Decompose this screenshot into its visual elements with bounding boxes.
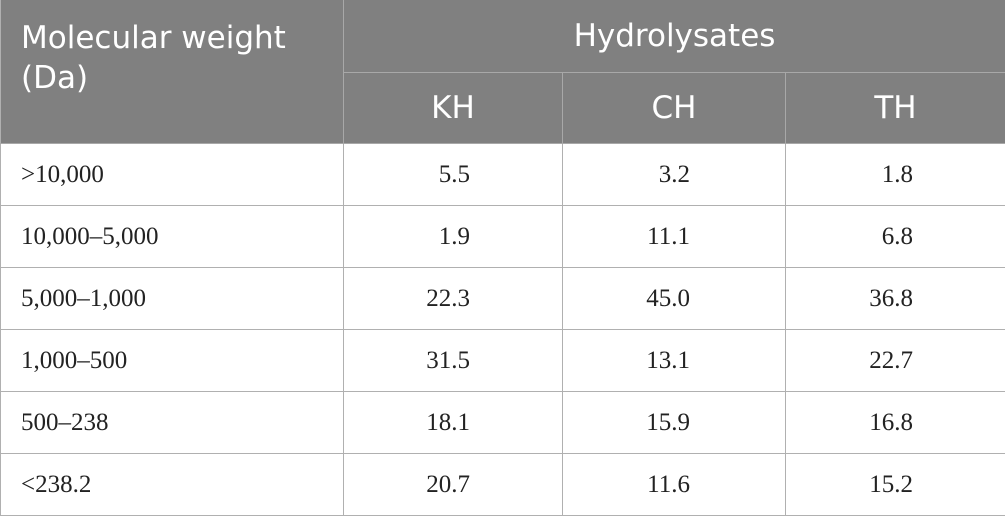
table-body: >10,000 5.5 3.2 1.8 10,000–5,000 1.9 11.1 6.8 5,… — [0, 143, 1005, 516]
cell: 18.1 — [343, 391, 563, 454]
table-row: >10,000 5.5 3.2 1.8 — [0, 143, 1005, 206]
table-row: 10,000–5,000 1.9 11.1 6.8 — [0, 205, 1005, 268]
cell: 11.1 — [562, 205, 786, 268]
cell: 15.2 — [784, 453, 1005, 516]
row-label: 10,000–5,000 — [0, 205, 344, 268]
cell: 20.7 — [343, 453, 563, 516]
cell: 6.8 — [784, 205, 1005, 268]
column-header: KH — [343, 72, 563, 144]
table-row: 500–238 18.1 15.9 16.8 — [0, 391, 1005, 454]
data-table: Molecular weight (Da) Hydrolysates KH CH T… — [0, 0, 1005, 516]
column-header: CH — [562, 72, 786, 144]
cell: 36.8 — [784, 267, 1005, 330]
row-label: <238.2 — [0, 453, 344, 516]
row-label: 500–238 — [0, 391, 344, 454]
cell: 22.3 — [343, 267, 563, 330]
row-label: >10,000 — [0, 143, 344, 206]
cell: 15.9 — [562, 391, 786, 454]
cell: 13.1 — [562, 329, 786, 392]
cell: 1.9 — [343, 205, 563, 268]
row-label-header: Molecular weight (Da) — [0, 0, 344, 144]
table-row: 1,000–500 31.5 13.1 22.7 — [0, 329, 1005, 392]
cell: 11.6 — [562, 453, 786, 516]
cell: 3.2 — [562, 143, 786, 206]
table-row: <238.2 20.7 11.6 15.2 — [0, 453, 1005, 516]
column-header: TH — [784, 72, 1005, 144]
header-row: Molecular weight (Da) Hydrolysates — [0, 0, 1005, 144]
row-label: 1,000–500 — [0, 329, 344, 392]
header-row: KH CH TH — [1, 72, 1005, 144]
table-header: Molecular weight (Da) Hydrolysates KH CH T… — [0, 0, 1005, 144]
cell: 31.5 — [343, 329, 563, 392]
cell: 1.8 — [784, 143, 1005, 206]
table-row: 5,000–1,000 22.3 45.0 36.8 — [0, 267, 1005, 330]
cell: 16.8 — [784, 391, 1005, 454]
cell: 5.5 — [343, 143, 563, 206]
group-header: Hydrolysates — [342, 0, 1005, 73]
cell: 22.7 — [784, 329, 1005, 392]
row-label: 5,000–1,000 — [0, 267, 344, 330]
cell: 45.0 — [562, 267, 786, 330]
